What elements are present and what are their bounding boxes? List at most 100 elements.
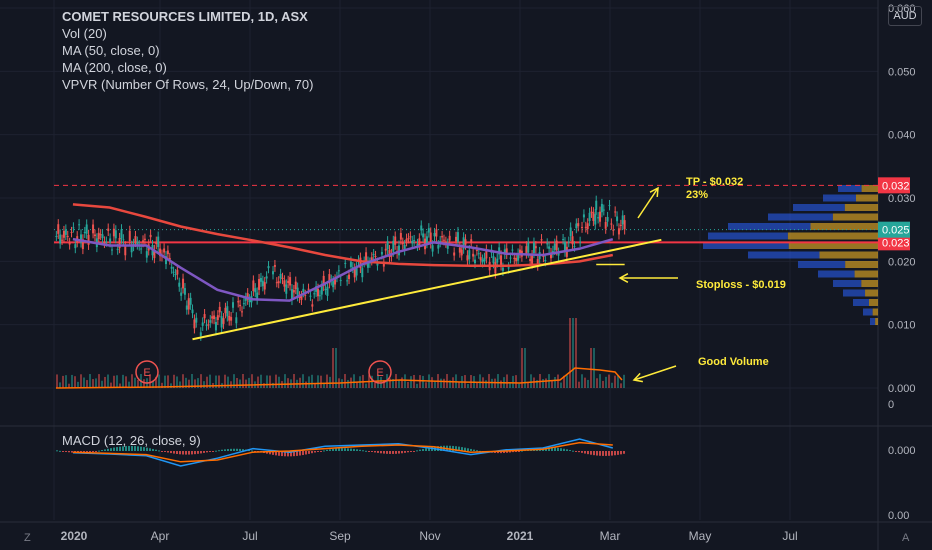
candle-body [275,282,278,284]
symbol-title[interactable]: COMET RESOURCES LIMITED, 1D, ASX [62,9,308,24]
macd-histogram-bar [614,451,616,456]
candle-body [577,223,580,227]
candle-body [248,299,251,303]
y-tick-label: 0.010 [888,320,916,332]
volume-bar [257,376,259,388]
macd-histogram-bar [113,447,115,451]
vpvr-bar-down [787,232,878,240]
vpvr-bar-down [861,280,878,287]
candle-body [153,249,156,259]
vol-indicator-label[interactable]: Vol (20) [62,26,107,41]
macd-histogram-bar [515,451,517,452]
volume-bar [593,348,595,388]
macd-histogram-bar [410,451,412,452]
macd-histogram-bar [272,451,274,455]
macd-histogram-bar [395,451,397,454]
macd-histogram-bar [305,451,307,455]
candle-body [435,229,438,237]
candle-body [289,277,292,286]
macd-histogram-bar [209,451,211,452]
macd-histogram-bar [62,451,64,452]
volume-bar [77,381,79,388]
price-badge-label: 0.023 [882,237,910,249]
volume-bar [497,374,499,388]
macd-histogram-bar [293,451,295,457]
volume-bar [161,382,163,388]
macd-histogram-bar [185,451,187,455]
macd-histogram-bar [170,451,172,454]
macd-histogram-bar [596,451,598,456]
vpvr-bar-up [863,308,873,316]
volume-ma-line [55,367,623,389]
candle-body [505,248,508,254]
macd-histogram-bar [290,451,292,457]
ma200-indicator-label[interactable]: MA (200, close, 0) [62,60,167,75]
candle-body [437,245,440,249]
macd-histogram-bar [404,451,406,453]
ma50-line [72,237,614,302]
vpvr-bar-down [788,242,878,249]
currency-button[interactable]: AUD [888,6,922,26]
candle-body [527,242,530,253]
macd-histogram-bar [221,449,223,451]
x-tick-label: Nov [419,529,440,543]
candle-body [157,236,160,248]
volume-bar [506,374,508,388]
macd-histogram-bar [506,451,508,453]
earnings-marker-label: E [376,367,383,379]
candle-body [178,282,181,287]
volume-axis-label: 0 [888,399,894,411]
volume-bar [173,374,175,388]
candle-body [105,241,108,243]
volume-bar [422,375,424,388]
zoom-button[interactable]: Z [24,532,31,544]
candle-body [483,257,486,262]
candle-body [355,266,358,276]
candle-body [597,217,600,219]
candle-body [563,242,566,252]
candle-body [334,279,337,285]
candle-body [569,227,572,237]
volume-bar [590,348,592,388]
candle-body [529,258,532,262]
volume-bar [155,376,157,388]
macd-histogram-bar [416,450,418,452]
candle-body [263,282,266,290]
volume-bar [128,381,130,388]
volume-bar [614,375,616,388]
volume-bar [419,375,421,388]
tp-percent-annotation: 23% [686,189,708,201]
volume-bar [395,374,397,388]
macd-histogram-bar [413,451,415,452]
candle-body [446,243,449,249]
candle-body [384,248,387,251]
vpvr-bar-down [810,223,878,230]
volume-bar [317,375,319,388]
auto-scale-button[interactable]: A [902,532,910,544]
macd-histogram-bar [314,451,316,453]
candle-body [416,243,419,246]
volume-bar [266,375,268,388]
volume-bar [83,377,85,388]
candle-body [103,241,106,243]
ma50-indicator-label[interactable]: MA (50, close, 0) [62,43,160,58]
macd-histogram-bar [602,451,604,456]
x-tick-label: May [689,529,712,543]
volume-bar [443,378,445,388]
candle-body [397,245,400,256]
macd-histogram-bar [551,447,553,451]
vpvr-indicator-label[interactable]: VPVR (Number Of Rows, 24, Up/Down, 70) [62,77,314,92]
candle-body [87,234,90,245]
candle-body [606,217,609,222]
y-tick-label: 0.050 [888,66,916,78]
candle-body [209,320,212,323]
macd-histogram-bar [377,451,379,453]
macd-histogram-bar [353,448,355,451]
candle-body [532,242,535,254]
volume-bar [407,381,409,388]
volume-bar [56,374,58,388]
tp-annotation: TP - $0.032 [686,176,743,188]
y-tick-label: 0.030 [888,193,916,205]
